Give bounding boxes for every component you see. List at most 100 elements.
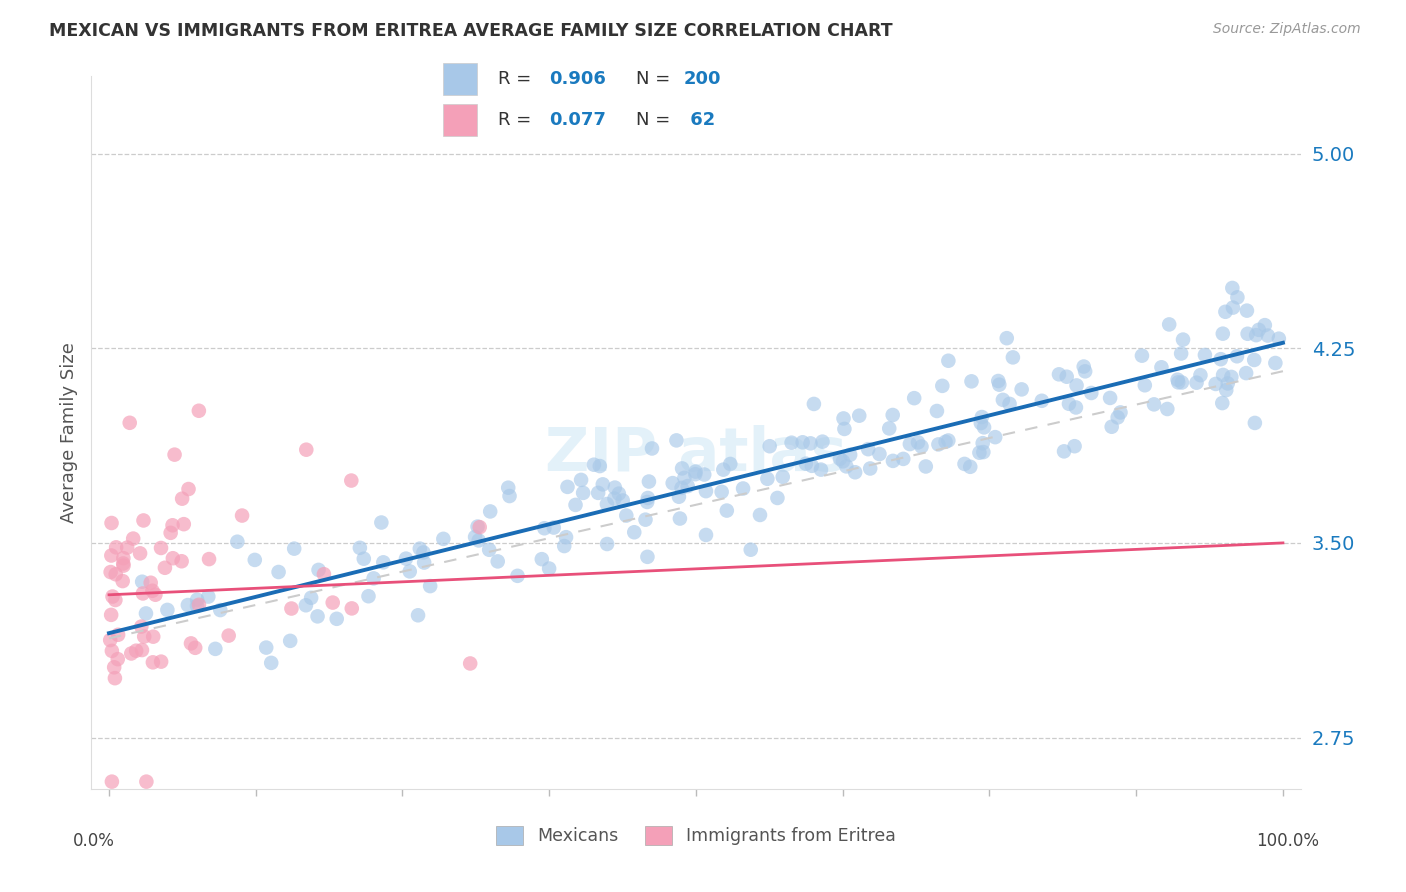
Point — [555, 530, 578, 544]
Point — [112, 557, 135, 571]
Point — [859, 461, 882, 475]
Point — [756, 472, 779, 486]
Point — [177, 598, 200, 612]
Point — [810, 462, 832, 476]
Point — [898, 437, 921, 451]
Point — [101, 774, 124, 789]
Point — [260, 656, 283, 670]
Point — [170, 554, 193, 568]
Point — [177, 482, 200, 496]
Point — [419, 579, 441, 593]
Point — [486, 554, 509, 568]
Point — [1171, 333, 1194, 347]
Point — [132, 586, 155, 600]
Point — [145, 588, 167, 602]
FancyBboxPatch shape — [443, 104, 477, 136]
Point — [603, 481, 626, 495]
Point — [987, 374, 1010, 388]
Point — [596, 497, 619, 511]
Text: 0.077: 0.077 — [550, 111, 606, 129]
Point — [243, 553, 266, 567]
Legend: Mexicans, Immigrants from Eritrea: Mexicans, Immigrants from Eritrea — [489, 819, 903, 852]
Point — [120, 647, 142, 661]
Text: R =: R = — [498, 111, 531, 129]
Point — [799, 436, 821, 450]
Point — [668, 490, 690, 504]
Point — [733, 482, 755, 496]
Point — [612, 493, 634, 508]
Point — [589, 458, 612, 473]
Point — [973, 420, 995, 434]
Point — [839, 448, 862, 462]
Point — [582, 458, 605, 472]
Point — [953, 457, 976, 471]
Point — [1220, 281, 1243, 295]
Point — [278, 633, 301, 648]
Point — [307, 609, 329, 624]
Point — [636, 549, 658, 564]
Point — [98, 633, 121, 648]
Point — [1211, 396, 1233, 410]
Point — [135, 607, 157, 621]
Point — [105, 541, 128, 555]
Point — [107, 628, 129, 642]
Point — [163, 448, 186, 462]
Point — [564, 498, 586, 512]
Point — [409, 541, 432, 556]
Point — [498, 489, 520, 503]
Point — [834, 422, 856, 436]
Point — [530, 552, 553, 566]
Point — [661, 476, 683, 491]
Point — [538, 561, 561, 575]
Point — [1244, 416, 1267, 430]
Point — [1056, 369, 1078, 384]
Point — [197, 590, 219, 604]
Point — [638, 475, 661, 489]
Point — [122, 532, 145, 546]
Point — [749, 508, 772, 522]
Point — [180, 636, 202, 650]
Point — [959, 459, 981, 474]
Point — [479, 504, 502, 518]
Point — [254, 640, 277, 655]
Point — [115, 541, 138, 555]
Point — [995, 331, 1018, 345]
Point — [641, 442, 664, 456]
Point — [1226, 349, 1249, 363]
Text: N =: N = — [636, 111, 669, 129]
Point — [907, 435, 929, 450]
Point — [162, 518, 184, 533]
Point — [1257, 328, 1279, 343]
Point — [1064, 401, 1087, 415]
Point — [198, 552, 221, 566]
Point — [1215, 383, 1237, 397]
Point — [685, 467, 707, 482]
Point — [111, 574, 134, 588]
Point — [101, 590, 124, 604]
Point — [792, 435, 814, 450]
Point — [903, 391, 925, 405]
Point — [1185, 376, 1208, 390]
Point — [998, 397, 1021, 411]
Point — [150, 655, 173, 669]
Point — [1212, 326, 1234, 341]
Point — [299, 591, 322, 605]
Point — [891, 451, 914, 466]
Point — [467, 533, 489, 548]
Point — [398, 565, 420, 579]
Point — [988, 377, 1011, 392]
Point — [1080, 386, 1102, 401]
Point — [614, 508, 637, 523]
Point — [413, 556, 436, 570]
Point — [607, 486, 630, 500]
Point — [766, 491, 789, 505]
Point — [811, 434, 834, 449]
Point — [794, 457, 817, 471]
Point — [1159, 318, 1181, 332]
Point — [1073, 359, 1095, 374]
Point — [1234, 366, 1257, 380]
Point — [131, 619, 153, 633]
Point — [1074, 364, 1097, 378]
Point — [931, 379, 953, 393]
Point — [209, 603, 232, 617]
